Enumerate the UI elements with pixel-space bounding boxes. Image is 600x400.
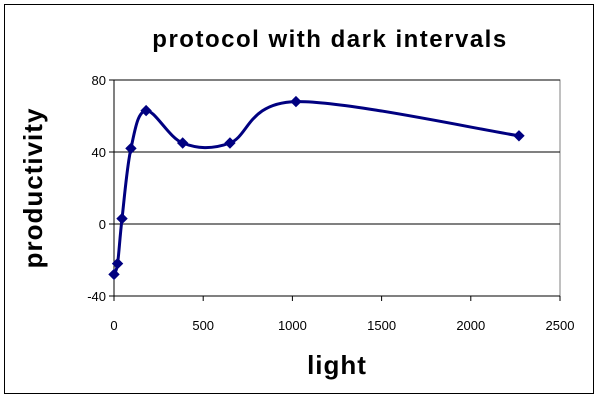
plot-area: -40 0 40 80 0 500 1000 1500 2000 2500 [87,73,574,333]
x-tick-label-1: 500 [192,318,214,333]
y-tick-label-2: 40 [92,145,106,160]
x-axis-title: light [307,350,367,380]
data-point-3 [125,142,137,155]
series-line [112,100,520,276]
x-tick-label-3: 1500 [367,318,396,333]
y-tick-label-0: -40 [87,289,106,304]
data-point-1 [111,257,124,270]
y-tick-label-3: 80 [92,73,106,88]
data-point-7 [290,95,302,108]
y-axis-title: productivity [18,108,48,269]
data-point-6 [224,137,236,149]
data-point-8 [513,130,525,142]
data-point-0 [108,268,120,281]
x-tick-label-2: 1000 [278,318,307,333]
y-tick-label-1: 0 [99,217,106,232]
x-tick-label-5: 2500 [546,318,575,333]
plot-border [113,79,561,297]
data-point-4 [140,104,152,117]
x-tick-label-0: 0 [110,318,117,333]
x-tick-label-4: 2000 [456,318,485,333]
data-point-2 [116,212,128,225]
chart-title: protocol with dark intervals [152,26,507,53]
data-point-5 [176,137,189,149]
